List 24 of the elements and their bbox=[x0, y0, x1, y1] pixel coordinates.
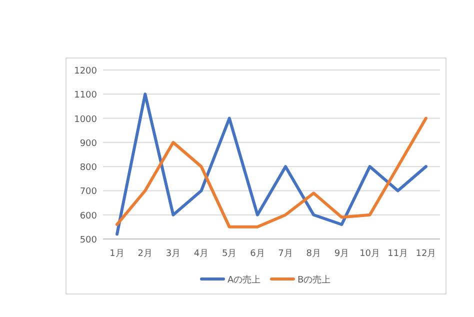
y-tick-label: 900 bbox=[80, 138, 98, 149]
x-tick-label: 10月 bbox=[360, 249, 380, 259]
x-tick-label: 2月 bbox=[138, 249, 152, 259]
y-tick-label: 1000 bbox=[74, 114, 98, 125]
x-tick-label: 5月 bbox=[222, 249, 237, 259]
line-series bbox=[116, 92, 428, 236]
x-tick-label: 11月 bbox=[388, 249, 408, 259]
x-tick-label: 7月 bbox=[278, 249, 293, 259]
y-tick-label: 1200 bbox=[74, 66, 98, 76]
x-tick-label: 3月 bbox=[166, 249, 181, 259]
y-tick-label: 1100 bbox=[74, 90, 98, 101]
x-tick-label: 12月 bbox=[416, 249, 436, 259]
legend-label: Bの売上 bbox=[298, 274, 331, 286]
x-tick-label: 4月 bbox=[194, 249, 209, 259]
x-tick-label: 6月 bbox=[250, 249, 265, 259]
legend-label: Aの売上 bbox=[228, 274, 261, 286]
x-tick-label: 8月 bbox=[306, 249, 321, 259]
y-tick-label: 600 bbox=[80, 211, 98, 222]
y-tick-label: 700 bbox=[80, 187, 98, 198]
y-tick-label: 500 bbox=[80, 236, 98, 246]
y-tick-label: 800 bbox=[80, 163, 98, 174]
line-series bbox=[116, 116, 428, 228]
x-tick-label: 1月 bbox=[110, 249, 124, 259]
x-tick-label: 9月 bbox=[334, 249, 350, 259]
